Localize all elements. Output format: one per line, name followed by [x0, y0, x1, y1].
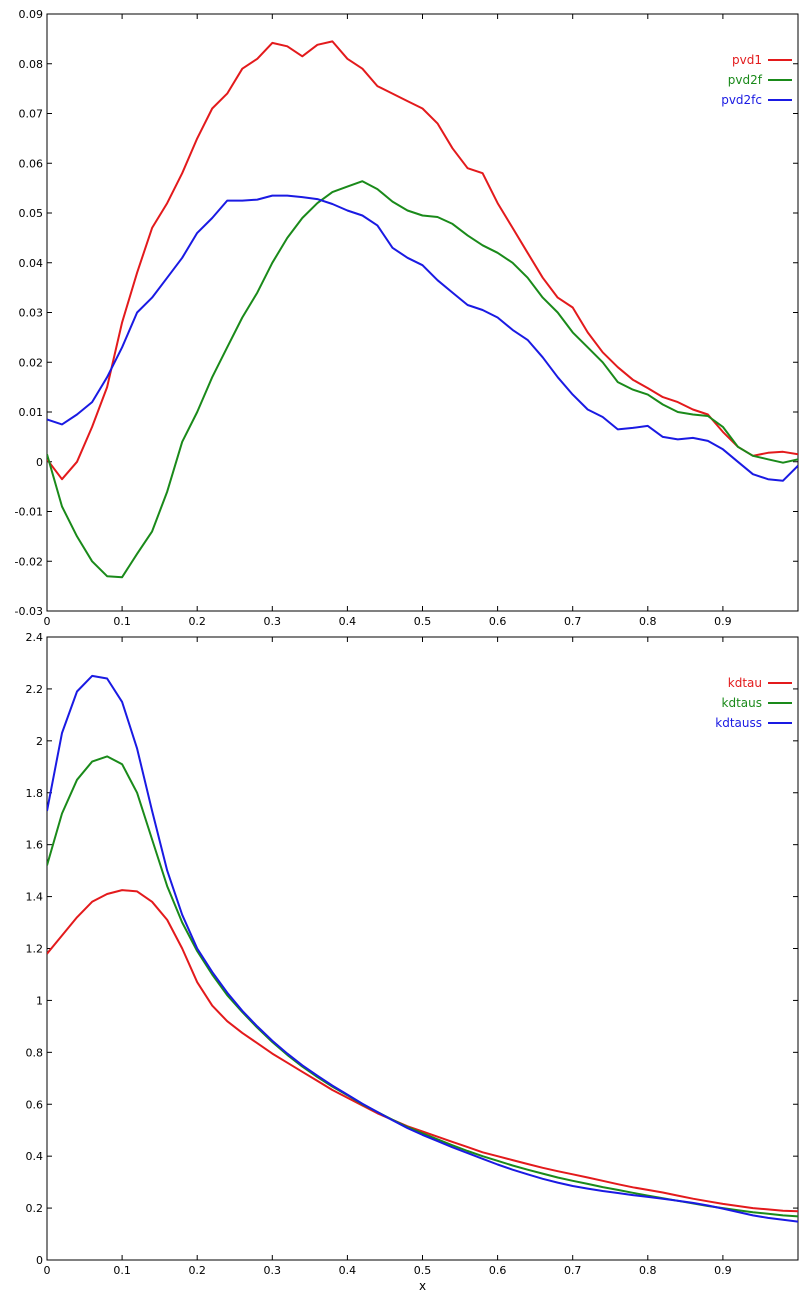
series-line-pvd2fc: [47, 194, 798, 482]
y-tick-label: 1.4: [26, 891, 44, 904]
y-tick-label: 0.04: [19, 257, 44, 270]
y-tick-label: 0.6: [26, 1098, 44, 1111]
x-tick-label: 0.4: [339, 1264, 357, 1277]
y-tick-label: 0.08: [19, 58, 44, 71]
x-tick-label: 0.7: [564, 1264, 582, 1277]
x-tick-label: 0.2: [188, 615, 206, 628]
series-line-pvd2f: [47, 180, 798, 579]
x-tick-label: 0.9: [714, 615, 732, 628]
x-tick-label: 0.3: [264, 615, 282, 628]
y-tick-label: 0.2: [26, 1202, 44, 1215]
y-tick-label: 0: [36, 1254, 43, 1267]
y-tick-label: 0.4: [26, 1150, 44, 1163]
y-tick-label: 2.2: [26, 683, 44, 696]
y-tick-label: 1.2: [26, 943, 44, 956]
series-line-kdtauss: [47, 674, 798, 1223]
plot-frame: [46, 13, 799, 612]
plot-frame: [46, 636, 799, 1261]
y-tick-label: -0.01: [15, 506, 43, 519]
x-tick-label: 0: [44, 615, 51, 628]
legend-label-kdtaus: kdtaus: [722, 696, 762, 710]
x-tick-label: 0.4: [339, 615, 357, 628]
x-tick-label: 0.8: [639, 1264, 657, 1277]
series-line-pvd1: [47, 40, 798, 481]
x-tick-label: 0: [44, 1264, 51, 1277]
x-tick-label: 0.8: [639, 615, 657, 628]
x-axis-title: x: [419, 1279, 426, 1293]
y-tick-label: 0.06: [19, 157, 44, 170]
x-tick-label: 0.5: [414, 1264, 432, 1277]
x-tick-label: 0.6: [489, 1264, 507, 1277]
x-tick-label: 0.1: [113, 1264, 131, 1277]
y-tick-label: 0.07: [19, 108, 44, 121]
x-tick-label: 0.3: [264, 1264, 282, 1277]
y-tick-label: 0.05: [19, 207, 44, 220]
y-tick-label: 2.4: [26, 631, 44, 644]
legend-label-pvd2f: pvd2f: [728, 73, 763, 87]
y-tick-label: 1: [36, 994, 43, 1007]
bottom-chart-panel: 0 0.2 0.4 0.6 0.8 1 1.2 1.4 1.6 1.8 2 2.2 2.4 0 0.1 0.2…: [26, 631, 799, 1293]
x-tick-label: 0.9: [714, 1264, 732, 1277]
y-tick-label: -0.03: [15, 605, 43, 618]
x-tick-label: 0.6: [489, 615, 507, 628]
x-tick-label: 0.1: [113, 615, 131, 628]
y-tick-label: 0.8: [26, 1046, 44, 1059]
y-tick-label: 0.02: [19, 356, 44, 369]
y-tick-label: -0.02: [15, 555, 43, 568]
x-tick-label: 0.7: [564, 615, 582, 628]
legend-label-pvd1: pvd1: [732, 53, 762, 67]
top-chart-panel: -0.03 -0.02 -0.01 0 0.01 0.02 0.03 0.04 0.05 0.06…: [15, 8, 799, 628]
y-tick-label: 0.09: [19, 8, 44, 21]
y-tick-label: 0.03: [19, 307, 44, 320]
x-tick-label: 0.5: [414, 615, 432, 628]
y-tick-label: 1.8: [26, 787, 44, 800]
series-line-kdtau: [47, 889, 798, 1213]
legend-label-kdtau: kdtau: [728, 676, 762, 690]
legend-label-pvd2fc: pvd2fc: [721, 93, 762, 107]
y-tick-label: 2: [36, 735, 43, 748]
y-tick-label: 0: [36, 456, 43, 469]
y-tick-label: 1.6: [26, 839, 44, 852]
x-tick-label: 0.2: [188, 1264, 206, 1277]
legend-label-kdtauss: kdtauss: [715, 716, 762, 730]
y-tick-label: 0.01: [19, 406, 44, 419]
series-line-kdtaus: [47, 755, 798, 1218]
